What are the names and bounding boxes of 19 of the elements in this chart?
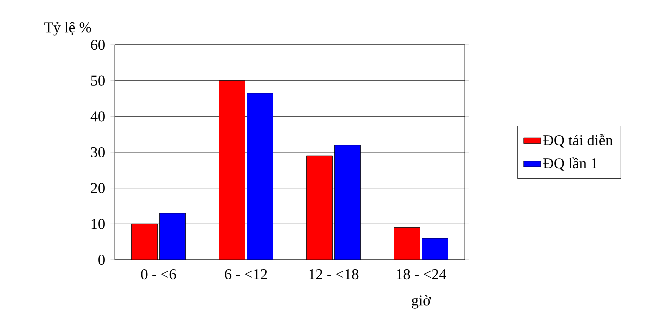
legend-label: ĐQ lần 1 [544, 158, 598, 171]
x-axis-title: giờ [412, 295, 432, 309]
bar [160, 213, 186, 260]
bar [422, 238, 448, 260]
bar [247, 93, 274, 260]
x-tick-label: 18 - <24 [397, 269, 446, 280]
x-tick-label: 0 - <6 [141, 269, 176, 280]
y-tick-label: 20 [91, 183, 105, 194]
y-tick-label: 40 [90, 112, 105, 122]
x-tick-label: 12 - <18 [310, 269, 359, 280]
legend-label: ĐQ tái diễn [544, 134, 613, 148]
y-axis-title: Tỷ lệ % [44, 22, 92, 36]
y-tick-label: 30 [91, 147, 105, 158]
y-tick-label: 50 [91, 76, 105, 86]
y-tick-label: 0 [98, 254, 105, 266]
x-tick-label: 6 - <12 [225, 269, 268, 280]
y-tick-label: 60 [91, 40, 105, 50]
y-tick-label: 10 [92, 219, 105, 230]
bar [334, 145, 361, 260]
